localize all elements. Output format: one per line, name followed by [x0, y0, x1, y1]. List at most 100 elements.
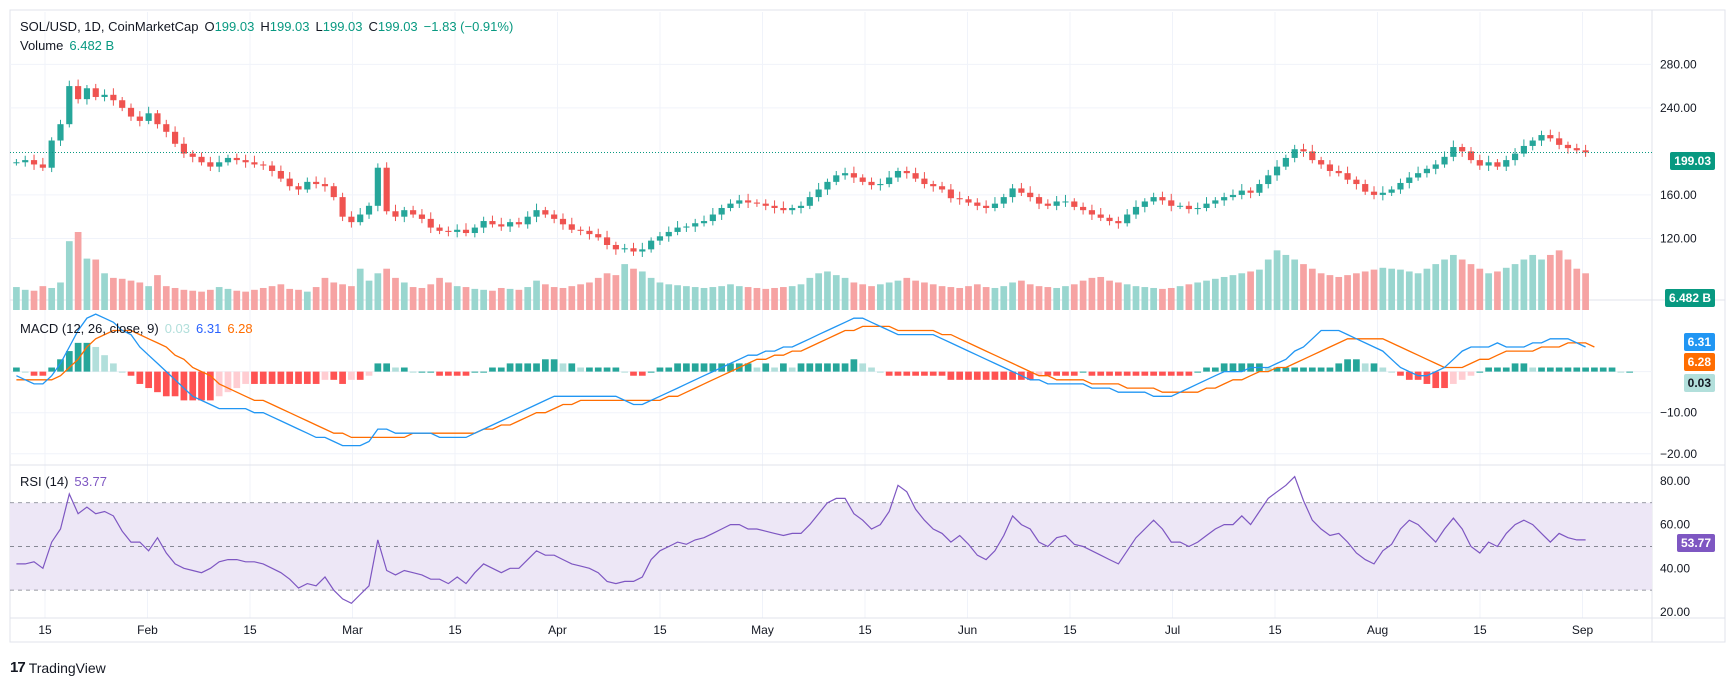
macd-hist-bar — [1211, 367, 1219, 372]
volume-bar — [1176, 286, 1184, 310]
macd-hist-bar — [136, 371, 144, 384]
macd-hist-bar — [1626, 371, 1634, 373]
volume-bar — [665, 284, 673, 310]
macd-hist-bar — [383, 363, 391, 372]
volume-bar — [1185, 284, 1193, 310]
volume-bar — [956, 287, 964, 310]
macd-hist-bar — [1520, 363, 1528, 372]
volume-bar — [1529, 254, 1537, 310]
candle-body — [1582, 150, 1589, 153]
macd-hist-bar — [1494, 367, 1501, 372]
macd-hist-bar — [603, 367, 611, 372]
candle-body — [692, 223, 699, 227]
candle-body — [639, 249, 646, 252]
candle-body — [903, 170, 910, 174]
volume-bar — [207, 289, 214, 310]
volume-bar — [480, 289, 487, 310]
volume-bar — [965, 286, 972, 310]
macd-label: MACD (12, 26, close, 9) — [20, 321, 159, 336]
macd-hist-bar — [1617, 371, 1625, 373]
volume-bar — [409, 287, 417, 310]
macd-hist-bar — [471, 371, 479, 373]
volume-bar — [1044, 287, 1052, 310]
volume-bar — [630, 268, 637, 310]
volume-bar — [13, 287, 20, 310]
macd-hist-bar — [374, 363, 382, 372]
candle-body — [471, 227, 478, 234]
candle-body — [868, 181, 875, 186]
macd-hist-bar — [1229, 363, 1237, 372]
volume-bar — [233, 290, 241, 310]
volume-bar — [1256, 269, 1263, 310]
macd-hist-bar — [912, 371, 919, 376]
candle-body — [745, 200, 752, 203]
candle-body — [877, 184, 884, 186]
macd-hist-bar — [1573, 367, 1581, 372]
macd-hist-bar — [39, 371, 47, 376]
candle-body — [1282, 157, 1289, 167]
volume-bar — [1132, 286, 1140, 310]
candle-body — [718, 207, 725, 215]
macd-hist-bar — [647, 371, 655, 373]
volume-bar — [1326, 275, 1334, 310]
volume-bar — [1564, 259, 1572, 310]
volume-bar — [550, 287, 558, 310]
brand[interactable]: 17 TradingView — [10, 659, 106, 676]
candle-body — [921, 178, 928, 185]
candle-body — [1300, 149, 1307, 152]
candle-body — [1150, 197, 1157, 202]
candle-body — [656, 236, 664, 241]
macd-hist-bar — [1044, 371, 1052, 376]
volume-bar — [497, 287, 505, 310]
candle-body — [339, 197, 346, 217]
macd-hist-bar — [894, 371, 902, 376]
candle-body — [1106, 217, 1113, 222]
macd-hist-bar — [1132, 371, 1140, 376]
macd-hist-bar — [1458, 371, 1466, 380]
macd-hist-bar — [1141, 371, 1149, 376]
macd-hist-bar — [885, 371, 893, 376]
macd-hist-bar — [683, 363, 690, 372]
candle-body — [1335, 170, 1342, 174]
macd-hist-bar — [242, 371, 249, 384]
volume-bar — [1159, 288, 1166, 310]
macd-hist-bar — [1238, 363, 1246, 372]
macd-hist-value: 0.03 — [164, 321, 191, 336]
candle-body — [833, 175, 840, 182]
candle-body — [515, 222, 522, 225]
volume-bar — [1388, 268, 1395, 310]
macd-hist-bar — [533, 363, 540, 372]
candle-body — [965, 199, 972, 203]
volume-bar — [1423, 268, 1431, 310]
candle-body — [268, 165, 276, 171]
macd-hist-bar — [550, 359, 558, 372]
x-tick-label: 15 — [653, 623, 667, 637]
candle-body — [1115, 221, 1122, 224]
volume-bar — [1300, 264, 1307, 310]
volume-bar — [1432, 264, 1440, 310]
candle-body — [1238, 190, 1245, 195]
candle-body — [145, 113, 152, 121]
hist-tag: 0.03 — [1683, 374, 1715, 392]
volume-bar — [268, 286, 276, 310]
macd-hist-bar — [903, 371, 911, 376]
candle-body — [1476, 160, 1483, 166]
macd-hist-bar — [506, 363, 514, 372]
volume-bar — [1026, 284, 1034, 310]
volume-bar — [1414, 273, 1422, 310]
macd-hist-bar — [277, 371, 285, 384]
candle-body — [410, 210, 417, 215]
macd-hist-bar — [771, 367, 778, 372]
macd-hist-bar — [92, 346, 100, 372]
macd-hist-bar — [1308, 367, 1316, 372]
volume-bar — [1344, 275, 1351, 310]
candle-body — [101, 94, 108, 97]
macd-hist-bar — [1335, 363, 1343, 372]
macd-line-value: 6.31 — [196, 321, 222, 336]
candle-body — [1503, 160, 1510, 167]
macd-hist-bar — [806, 363, 814, 372]
candle-body — [418, 214, 426, 219]
candle-body — [771, 205, 778, 208]
candle-body — [506, 222, 514, 227]
open-value: O199.03 — [204, 19, 255, 34]
